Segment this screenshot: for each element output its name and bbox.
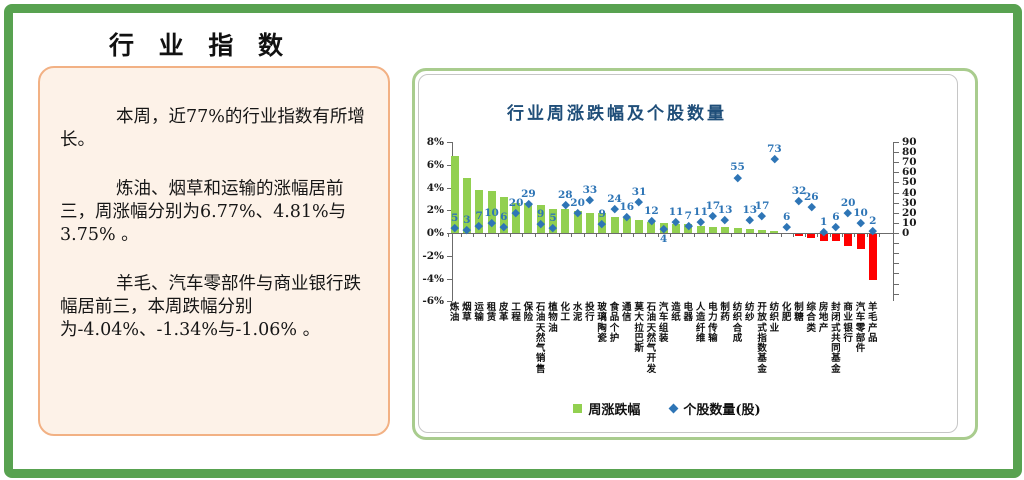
chart-title: 行业周涨跌幅及个股数量 [507, 104, 727, 124]
scatter-series-diamond-icon [668, 403, 679, 414]
legend-scatter-label: 个股数量(股) [683, 403, 761, 418]
legend-bar-label: 周涨跌幅 [588, 403, 641, 418]
summary-paragraph-1: 本周，近77%的行业指数有所增长。 [60, 107, 365, 150]
legend-item-bar-series: 周涨跌幅 [573, 399, 640, 418]
chart-legend: 周涨跌幅 个股数量(股) [452, 399, 882, 418]
legend-item-scatter-series: 个股数量(股) [668, 399, 761, 418]
page-title: 行 业 指 数 [108, 31, 292, 60]
summary-paragraph-3: 羊毛、汽车零部件与商业银行跌幅居前三，本周跌幅分别为-4.04%、-1.34%与… [60, 274, 361, 340]
chart-panel [418, 74, 958, 433]
bar-series-swatch-icon [573, 404, 583, 413]
summary-box: 本周，近77%的行业指数有所增长。 炼油、烟草和运输的涨幅居前三，周涨幅分别为6… [38, 66, 390, 436]
page-border-frame [4, 4, 1022, 478]
summary-paragraph-2: 炼油、烟草和运输的涨幅居前三，周涨幅分别为6.77%、4.81%与3.75% 。 [60, 179, 347, 245]
